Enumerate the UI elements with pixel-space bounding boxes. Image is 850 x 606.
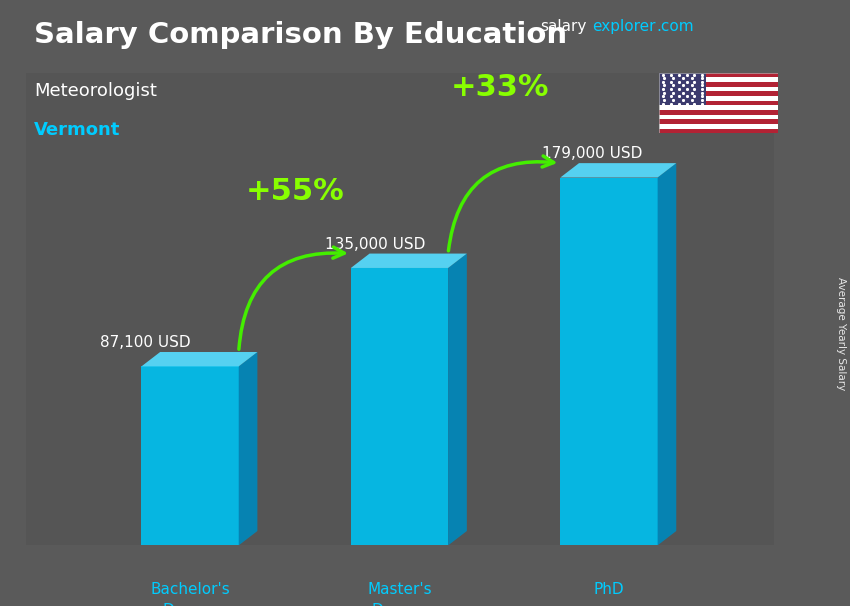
- Bar: [659, 101, 778, 105]
- Bar: [659, 87, 778, 92]
- Text: 87,100 USD: 87,100 USD: [100, 335, 191, 350]
- Polygon shape: [560, 163, 677, 178]
- Text: Average Yearly Salary: Average Yearly Salary: [836, 277, 846, 390]
- Text: 135,000 USD: 135,000 USD: [325, 236, 425, 251]
- Bar: [659, 124, 778, 128]
- Text: 179,000 USD: 179,000 USD: [541, 146, 642, 161]
- Bar: [659, 78, 778, 82]
- Bar: [659, 73, 706, 105]
- Bar: [659, 73, 778, 78]
- Polygon shape: [141, 352, 258, 367]
- Bar: [659, 92, 778, 96]
- Text: Salary Comparison By Education: Salary Comparison By Education: [34, 21, 567, 49]
- Text: PhD: PhD: [593, 582, 624, 598]
- Bar: [659, 119, 778, 124]
- Bar: [659, 128, 778, 133]
- Polygon shape: [141, 367, 239, 545]
- FancyBboxPatch shape: [26, 73, 774, 545]
- Bar: [659, 110, 778, 115]
- Bar: [659, 115, 778, 119]
- Polygon shape: [658, 163, 677, 545]
- Text: +33%: +33%: [451, 73, 550, 102]
- Polygon shape: [448, 253, 467, 545]
- Text: Bachelor's
Degree: Bachelor's Degree: [150, 582, 230, 606]
- Text: salary: salary: [540, 19, 586, 35]
- Polygon shape: [560, 178, 658, 545]
- Polygon shape: [351, 253, 467, 268]
- Text: .com: .com: [656, 19, 694, 35]
- Polygon shape: [351, 268, 448, 545]
- Text: explorer: explorer: [592, 19, 656, 35]
- Text: Vermont: Vermont: [34, 121, 121, 139]
- Bar: [659, 96, 778, 101]
- Polygon shape: [239, 352, 258, 545]
- Text: Meteorologist: Meteorologist: [34, 82, 157, 100]
- Bar: [659, 105, 778, 110]
- Bar: [659, 82, 778, 87]
- Text: +55%: +55%: [246, 177, 344, 206]
- Text: Master's
Degree: Master's Degree: [367, 582, 432, 606]
